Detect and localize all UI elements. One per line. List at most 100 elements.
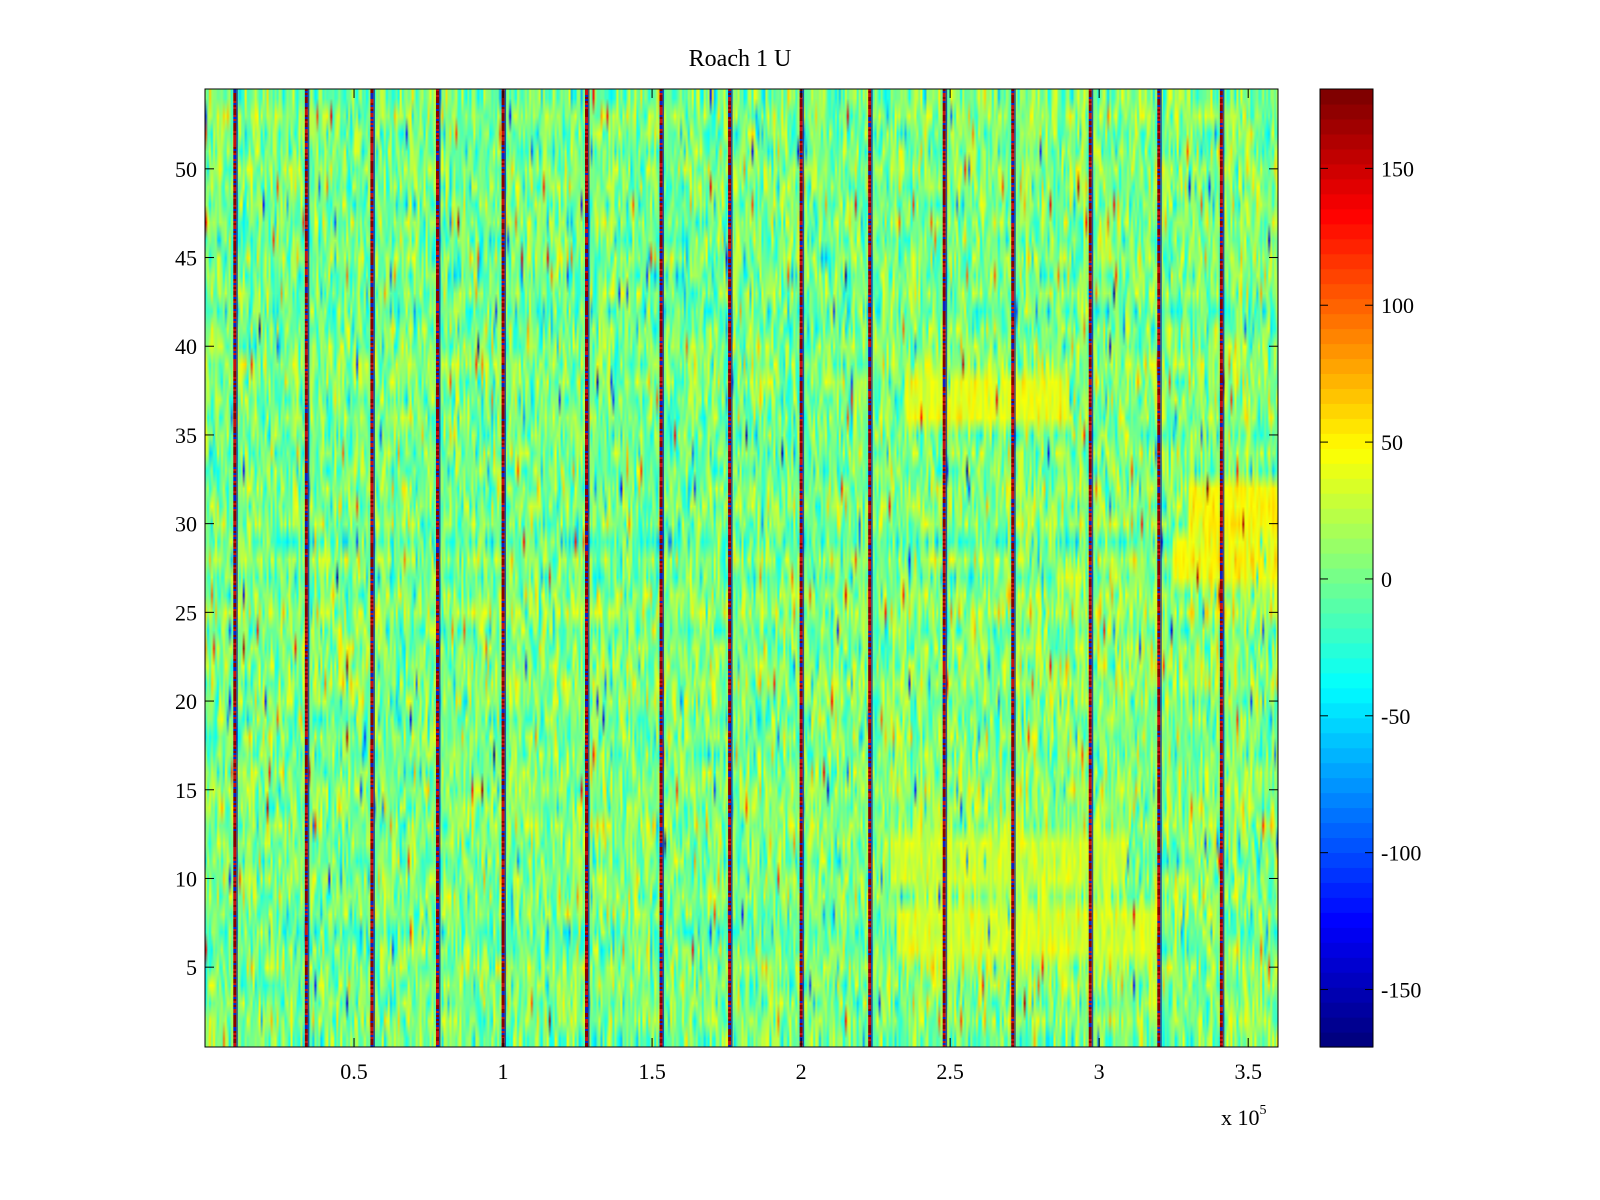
spike-column [1088,89,1094,1047]
x-axis-ticks: 0.5 1 1.5 2 2.5 3 3.5 [340,89,1262,1084]
x-tick-label: 1 [498,1059,509,1084]
heatmap-frame [204,88,1279,1048]
colorbar-band [1320,163,1373,180]
colorbar-gradient [1320,89,1373,1048]
colorbar-band [1320,777,1373,794]
colorbar-band [1320,403,1373,419]
y-tick-label: 45 [175,246,197,271]
colorbar-band [1320,732,1373,749]
colorbar-band [1320,957,1373,973]
colorbar-band [1320,448,1373,464]
colorbar-band [1320,597,1373,614]
colorbar-band [1320,253,1373,270]
colorbar-band [1320,582,1373,599]
heatmap-image [205,89,1278,1047]
colorbar-band [1320,927,1373,943]
y-tick-label: 50 [175,157,197,182]
colorbar-band [1320,283,1373,300]
y-tick-label: 15 [175,778,197,803]
colorbar-tick-label: -100 [1381,841,1421,866]
x-tick-label: 1.5 [638,1059,666,1084]
colorbar-band [1320,822,1373,839]
spike-lines [233,89,1225,1047]
colorbar-band [1320,298,1373,315]
heatmap-axes: 0.5 1 1.5 2 2.5 3 3.5 5 10 15 20 25 30 35 40 45 50 x 10… [175,88,1279,1130]
colorbar-band [1320,223,1373,240]
y-tick-label: 20 [175,689,197,714]
colorbar-band [1320,612,1373,629]
colorbar-band [1320,328,1373,345]
colorbar-band [1320,897,1373,913]
colorbar-band [1320,133,1373,150]
colorbar-band [1320,493,1373,509]
spike-column [1011,89,1016,1047]
colorbar-band [1320,313,1373,330]
colorbar-band [1320,912,1373,928]
y-tick-label: 40 [175,334,197,359]
colorbar-tick-label: 0 [1381,567,1392,592]
spike-column [659,89,665,1047]
colorbar-band [1320,657,1373,674]
colorbar-band [1320,148,1373,165]
colorbar-band [1320,852,1373,868]
chart-title: Roach 1 U [689,46,792,72]
colorbar-band [1320,987,1373,1003]
x-tick-label: 0.5 [340,1059,368,1084]
colorbar-tick-label: 50 [1381,430,1403,455]
x-tick-label: 2 [796,1059,807,1084]
colorbar: -150 -100 -50 0 50 100 150 [1319,88,1421,1048]
spike-column [728,89,733,1047]
colorbar-band [1320,463,1373,479]
y-tick-label: 35 [175,423,197,448]
colorbar-band [1320,103,1373,120]
colorbar-band [1320,972,1373,988]
colorbar-band [1320,867,1373,883]
spike-column [233,89,238,1047]
spike-column [942,89,948,1047]
colorbar-band [1320,523,1373,539]
spike-column [585,89,590,1047]
colorbar-frame [1319,88,1374,1048]
colorbar-band [1320,538,1373,554]
colorbar-band [1320,627,1373,644]
colorbar-band [1320,642,1373,659]
colorbar-band [1320,882,1373,898]
spike-column [370,89,375,1047]
x-tick-label: 3.5 [1234,1059,1262,1084]
colorbar-band [1320,702,1373,719]
colorbar-band [1320,433,1373,449]
colorbar-band [1320,238,1373,255]
colorbar-band [1320,762,1373,779]
colorbar-tick-label: -150 [1381,978,1421,1003]
spike-column [1219,89,1225,1047]
y-tick-label: 25 [175,600,197,625]
colorbar-band [1320,388,1373,404]
y-tick-label: 10 [175,866,197,891]
colorbar-band [1320,807,1373,824]
colorbar-band [1320,1032,1373,1048]
spike-column [435,89,441,1047]
colorbar-band [1320,717,1373,734]
colorbar-tick-label: 100 [1381,293,1414,318]
spike-column [868,89,873,1047]
colorbar-band [1320,478,1373,494]
colorbar-band [1320,747,1373,764]
colorbar-band [1320,193,1373,210]
spike-column [1157,89,1162,1047]
spike-column [799,89,805,1047]
colorbar-band [1320,358,1373,375]
x-axis-multiplier-base: x 10 [1221,1105,1260,1130]
colorbar-band [1320,553,1373,569]
spike-column [501,89,507,1047]
y-tick-label: 30 [175,512,197,537]
x-tick-label: 3 [1094,1059,1105,1084]
colorbar-tick-label: -50 [1381,704,1410,729]
colorbar-band [1320,418,1373,434]
colorbar-band [1320,118,1373,135]
x-axis-multiplier: x 105 [1221,1103,1267,1130]
colorbar-band [1320,178,1373,195]
colorbar-band [1320,837,1373,854]
y-tick-label: 5 [186,955,197,980]
colorbar-tick-label: 150 [1381,156,1414,181]
